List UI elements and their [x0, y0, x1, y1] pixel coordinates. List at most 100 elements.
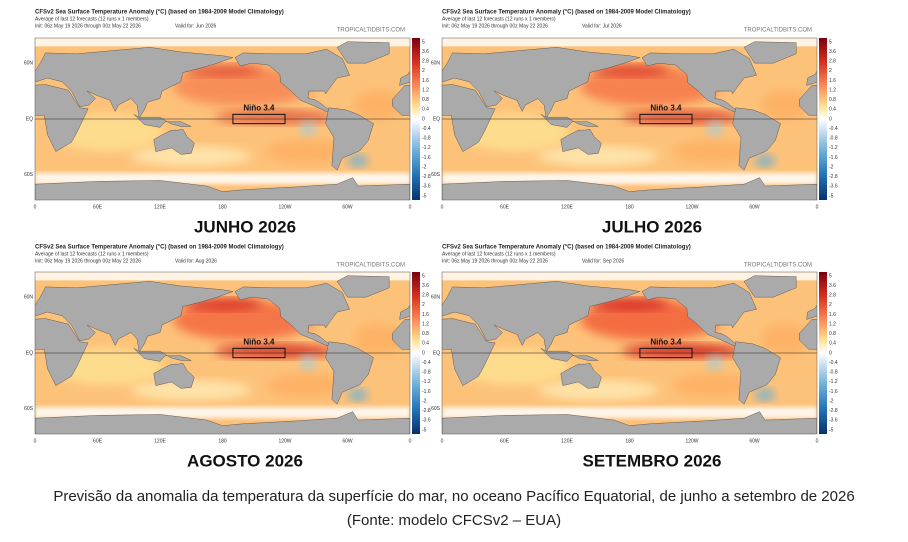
anomaly-patch	[621, 344, 742, 359]
arctic	[442, 272, 817, 281]
sea-ice	[35, 407, 410, 419]
anomaly-patch	[706, 120, 723, 137]
colorbar-label: -0.4	[422, 360, 431, 366]
land	[540, 114, 599, 128]
colorbar	[819, 38, 827, 200]
land	[153, 363, 195, 389]
land	[641, 48, 757, 112]
colorbar-label: -1.2	[422, 145, 431, 151]
panel-title: CFSv2 Sea Surface Temperature Anomaly (°…	[35, 245, 284, 251]
land	[442, 47, 641, 119]
lon-label: 60E	[93, 204, 103, 210]
panel-source: TROPICALTIDBITS.COM	[337, 263, 405, 269]
land	[234, 282, 350, 346]
anomaly-patch	[265, 139, 346, 164]
arctic	[35, 38, 410, 47]
colorbar-label: -0.4	[829, 360, 838, 366]
anomaly-patch	[760, 90, 811, 121]
colorbar-label: 0.4	[829, 341, 836, 347]
lat-label: EQ	[433, 350, 440, 356]
panel-members: Average of last 12 forecasts (12 runs x …	[35, 16, 149, 22]
month-label: JULHO 2026	[602, 217, 702, 236]
land	[35, 84, 89, 152]
colorbar-label: 0	[829, 116, 832, 122]
lat-label: 60S	[24, 172, 34, 178]
colorbar-label: -1.2	[829, 145, 838, 151]
caption: Previsão da anomalia da temperatura da s…	[53, 488, 854, 505]
sea-ice	[35, 173, 410, 185]
land	[153, 129, 195, 155]
anomaly-patch	[173, 300, 314, 341]
colorbar-label: 3.6	[422, 283, 429, 289]
lon-label: 0	[34, 204, 37, 210]
colorbar-label: 0.4	[422, 107, 429, 113]
lon-label: 60E	[93, 438, 103, 444]
panel-source: TROPICALTIDBITS.COM	[744, 263, 812, 269]
lon-label: 180	[625, 204, 634, 210]
anomaly-patch	[265, 373, 346, 398]
lon-label: 0	[409, 204, 412, 210]
land	[35, 417, 36, 434]
colorbar-label: -1.6	[422, 389, 431, 395]
anomaly-patch	[131, 146, 252, 167]
anomaly-patch	[299, 354, 316, 371]
colorbar-label: 2.8	[829, 293, 836, 299]
panel-source: TROPICALTIDBITS.COM	[337, 28, 405, 34]
lat-label: 60N	[431, 60, 441, 66]
colorbar-label: 0.8	[422, 331, 429, 337]
land	[799, 84, 817, 116]
panel-valid: Valid for: Jun 2026	[175, 23, 217, 29]
anomaly-patch	[353, 90, 404, 121]
anomaly-patch	[754, 388, 775, 401]
lon-label: 0	[441, 438, 444, 444]
colorbar-label: 1.6	[829, 312, 836, 318]
map	[35, 38, 410, 200]
colorbar-label: -1.2	[829, 379, 838, 385]
colorbar-label: 5	[829, 273, 832, 279]
lat-label: 60S	[431, 406, 441, 412]
panel-init: Init: 06z May 19 2026 through 00z May 22…	[442, 258, 548, 264]
land	[399, 70, 410, 86]
anomaly-patch	[347, 388, 368, 401]
colorbar-label: 0.4	[829, 107, 836, 113]
map	[442, 272, 817, 434]
colorbar-label: 0	[422, 350, 425, 356]
lon-label: 0	[816, 438, 819, 444]
lat-label: EQ	[433, 116, 440, 122]
map-frame	[441, 271, 818, 435]
land	[743, 275, 797, 298]
month-label: JUNHO 2026	[194, 217, 296, 236]
colorbar-label: -3.6	[422, 418, 431, 424]
anomaly-patch	[538, 146, 659, 167]
colorbar-label: 0.4	[422, 341, 429, 347]
anomaly-patch	[214, 344, 335, 359]
map	[35, 272, 410, 434]
month-label: AGOSTO 2026	[187, 451, 303, 470]
colorbar-label: 3.6	[829, 49, 836, 55]
colorbar-label: 2	[829, 302, 832, 308]
land	[325, 341, 374, 405]
anomaly-patch	[706, 354, 723, 371]
lon-label: 180	[218, 204, 227, 210]
panel-members: Average of last 12 forecasts (12 runs x …	[442, 16, 556, 22]
panel-valid: Valid for: Aug 2026	[175, 258, 217, 264]
nino-box	[639, 347, 693, 359]
anomaly-patch	[580, 300, 721, 341]
map	[442, 38, 817, 200]
panel-init: Init: 06z May 19 2026 through 00z May 22…	[35, 23, 141, 29]
anomaly-patch	[131, 380, 252, 401]
colorbar-label: -3.6	[829, 184, 838, 190]
land	[392, 84, 410, 116]
arctic	[35, 272, 410, 281]
map-panel: CFSv2 Sea Surface Temperature Anomaly (°…	[24, 245, 431, 471]
colorbar-label: 5	[422, 39, 425, 45]
colorbar-label: 2	[422, 68, 425, 74]
colorbar-label: -2.8	[422, 408, 431, 414]
anomaly-patch	[621, 110, 742, 125]
colorbar-label: 5	[422, 273, 425, 279]
colorbar-label: 0.8	[829, 331, 836, 337]
land	[234, 48, 350, 112]
colorbar-label: -5	[422, 427, 427, 433]
colorbar-label: 1.6	[829, 78, 836, 84]
land	[35, 281, 234, 353]
